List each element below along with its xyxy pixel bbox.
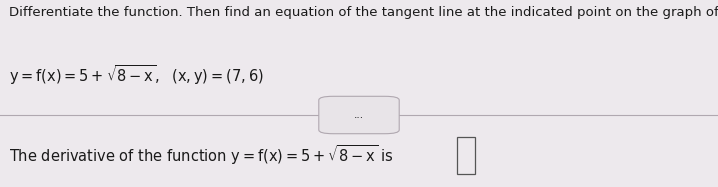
Text: The derivative of the function $\mathsf{y = f(x) = 5 + \sqrt{8-x}}$ is: The derivative of the function $\mathsf{… bbox=[9, 143, 393, 167]
Text: ...: ... bbox=[354, 110, 364, 120]
Text: Differentiate the function. Then find an equation of the tangent line at the ind: Differentiate the function. Then find an… bbox=[9, 6, 718, 19]
FancyBboxPatch shape bbox=[457, 137, 475, 174]
Text: $\mathsf{y = f(x) = 5 + \sqrt{8-x},\ \ (x,y) = (7,6)}$: $\mathsf{y = f(x) = 5 + \sqrt{8-x},\ \ (… bbox=[9, 63, 264, 87]
FancyBboxPatch shape bbox=[319, 96, 399, 134]
